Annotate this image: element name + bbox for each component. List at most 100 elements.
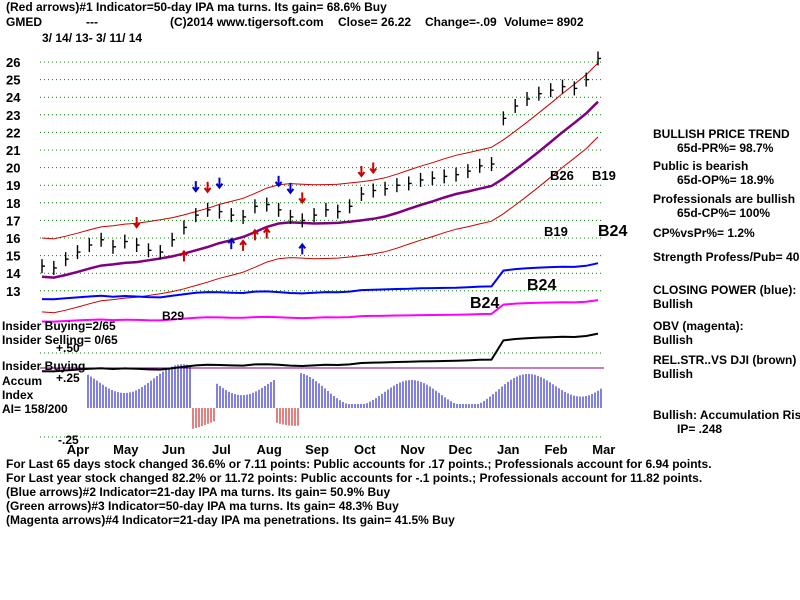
- signal-annotation: B24: [470, 295, 499, 312]
- accum-risi-label: Bullish: Accumulation Risi: [653, 408, 800, 422]
- relstr-state: Bullish: [653, 367, 694, 381]
- ticker: GMED: [6, 15, 42, 29]
- month-axis-labels: Apr May Jun Jul Aug Sep Oct Nov Dec Jan Feb Mar: [67, 442, 616, 457]
- signal-arrow-head: [369, 167, 378, 175]
- price-tick-label: 24: [6, 90, 21, 105]
- month-tick-label: Apr: [67, 442, 89, 457]
- insider-selling-label: Insider Selling= 0/65: [2, 333, 118, 347]
- ma50-line: [41, 100, 599, 279]
- month-tick-label: Feb: [544, 442, 567, 457]
- signal-annotation: B19: [592, 168, 616, 183]
- signal-annotations: B29 B19 B26 B19 B24 B24 B24: [162, 168, 627, 323]
- obv-line: [41, 299, 599, 323]
- price-tick-label: 25: [6, 73, 20, 88]
- pros-status: Professionals are bullish: [653, 192, 796, 206]
- signal-arrow-head: [262, 226, 271, 234]
- price-tick-label: 21: [6, 143, 20, 158]
- price-tick-label: 23: [6, 108, 20, 123]
- price-tick-label: 19: [6, 178, 20, 193]
- signal-arrow-head: [203, 187, 212, 194]
- price-tick-label: 13: [6, 284, 20, 299]
- closing-power-state: Bullish: [653, 297, 694, 311]
- price-bars: [41, 51, 601, 275]
- accumulation-index-panel: [87, 364, 602, 429]
- accum-scale-label: +.50: [56, 341, 80, 355]
- footer-line-year: For Last year stock changed 82.2% or 11.…: [6, 471, 703, 485]
- strength-value: Strength Profess/Pub= 40: [653, 250, 800, 264]
- volume-value: Volume= 8902: [504, 15, 584, 29]
- footer-line-blue: (Blue arrows)#2 Indicator=21-day IPA ma …: [6, 485, 391, 499]
- signal-annotation: B26: [550, 168, 574, 183]
- month-tick-label: Sep: [305, 442, 329, 457]
- signal-annotation: B24: [598, 223, 627, 240]
- closing-power-label: CLOSING POWER (blue):: [653, 283, 797, 297]
- month-tick-label: Mar: [592, 442, 615, 457]
- month-tick-label: Nov: [400, 442, 425, 457]
- closing-power-line: [41, 262, 599, 301]
- signal-arrow-head: [251, 228, 259, 235]
- accum-scale-label: +.25: [56, 371, 80, 385]
- index-label: Index: [2, 388, 34, 402]
- price-axis-labels: 26 25 24 23 22 21 20 19 18 17 16 15 14 13 +.50 +.25 -.25: [6, 55, 80, 447]
- accum-label: Accum: [2, 374, 43, 388]
- price-tick-label: 18: [6, 196, 20, 211]
- cpvspr-value: CP%vsPr%= 1.2%: [653, 226, 755, 240]
- signal-arrow-head: [132, 222, 141, 229]
- price-tick-label: 20: [6, 161, 20, 176]
- signal-arrow-head: [191, 186, 200, 193]
- insider-buying-label: Insider Buying=2/65: [2, 319, 116, 333]
- month-tick-label: May: [113, 442, 139, 457]
- cp-value: 65d-CP%= 100%: [677, 206, 771, 220]
- price-tick-label: 14: [6, 266, 21, 281]
- relstr-label: REL.STR..VS DJI (brown): [653, 353, 797, 367]
- trend-title: BULLISH PRICE TREND: [653, 127, 790, 141]
- change-value: Change=-.09: [425, 15, 497, 29]
- header-dashes: ---: [86, 15, 98, 29]
- signal-arrow-head: [274, 181, 283, 188]
- month-tick-label: Jun: [162, 442, 185, 457]
- signal-arrow-head: [298, 242, 307, 249]
- month-tick-label: Aug: [257, 442, 282, 457]
- footer-line-green: (Green arrows)#3 Indicator=50-day IPA ma…: [6, 499, 399, 513]
- pr-value: 65d-PR%= 98.7%: [677, 141, 774, 155]
- signal-arrow-head: [215, 183, 224, 190]
- relative-strength-line: [41, 332, 599, 373]
- header-indicator-line: (Red arrows)#1 Indicator=50-day IPA ma t…: [6, 0, 387, 14]
- insider-buying-low-label: Insider Buying: [2, 359, 86, 373]
- op-value: 65d-OP%= 18.9%: [677, 173, 775, 187]
- signal-arrow-head: [298, 197, 307, 205]
- ai-label: AI= 158/200: [2, 402, 68, 416]
- signal-arrow-head: [239, 239, 247, 246]
- month-tick-label: Jan: [497, 442, 519, 457]
- close-value: Close= 26.22: [338, 15, 412, 29]
- price-tick-label: 17: [6, 213, 20, 228]
- price-tick-label: 15: [6, 249, 20, 264]
- signal-annotation: B29: [162, 309, 184, 323]
- footer-line-65d: For Last 65 days stock changed 36.6% or …: [6, 457, 712, 471]
- price-tick-label: 22: [6, 125, 20, 140]
- signal-arrow-head: [227, 237, 236, 244]
- grid-lines: [40, 61, 604, 438]
- signal-arrow-head: [286, 188, 295, 195]
- accum-scale-label: -.25: [58, 433, 79, 447]
- signal-arrow-head: [180, 249, 188, 257]
- signal-arrows: [132, 162, 378, 262]
- lower-band: [41, 136, 599, 314]
- upper-band: [41, 62, 599, 240]
- month-tick-label: Oct: [354, 442, 376, 457]
- copyright: (C)2014 www.tigersoft.com: [170, 15, 324, 29]
- date-range: 3/ 14/ 13- 3/ 11/ 14: [42, 31, 143, 45]
- signal-arrow-head: [357, 171, 366, 178]
- footer-line-magenta: (Magenta arrows)#4 Indicator=21-day IPA …: [6, 513, 455, 527]
- price-tick-label: 16: [6, 231, 20, 246]
- signal-annotation: B24: [527, 277, 556, 294]
- month-tick-label: Dec: [448, 442, 472, 457]
- obv-state: Bullish: [653, 333, 694, 347]
- signal-annotation: B19: [544, 224, 568, 239]
- ip-value: IP= .248: [677, 422, 723, 436]
- month-tick-label: Jul: [212, 442, 231, 457]
- obv-label: OBV (magenta):: [653, 319, 744, 333]
- price-tick-label: 26: [6, 55, 20, 70]
- public-status: Public is bearish: [653, 159, 749, 173]
